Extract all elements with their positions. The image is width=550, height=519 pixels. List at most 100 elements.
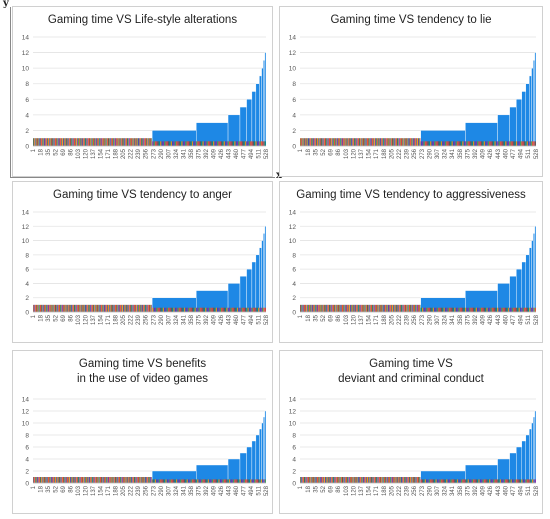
x-tick-label: 358: [458, 485, 464, 496]
x-tick-label: 120: [351, 148, 357, 159]
bar: [529, 141, 531, 146]
bar: [170, 479, 173, 483]
x-tick-label: 154: [367, 314, 373, 325]
chart-title-line: Gaming time VS tendency to lie: [330, 14, 492, 26]
bar: [505, 307, 507, 312]
bar: [217, 141, 219, 146]
bar-group: [531, 240, 534, 313]
bar: [533, 307, 535, 312]
bar: [450, 307, 452, 312]
x-tick-label: 528: [264, 148, 270, 159]
bar: [475, 307, 477, 312]
x-tick-label: 188: [382, 485, 388, 496]
bar: [177, 479, 179, 483]
x-tick-label: 392: [473, 485, 479, 496]
bar: [181, 307, 183, 312]
bar: [191, 141, 194, 146]
x-tick-label: 120: [351, 485, 357, 496]
bar: [214, 307, 216, 312]
bar: [191, 479, 194, 483]
x-tick-label: 324: [174, 314, 180, 325]
bar: [499, 141, 502, 146]
bar: [199, 141, 202, 146]
bar: [487, 307, 490, 312]
bar-group: [529, 247, 532, 313]
x-tick-label: 120: [84, 148, 90, 159]
bar: [431, 307, 433, 312]
bar: [423, 307, 425, 312]
bar: [436, 141, 439, 146]
x-tick-label: 18: [306, 148, 312, 155]
bar: [521, 141, 523, 146]
bar: [424, 141, 427, 146]
bar: [420, 141, 423, 146]
bar: [210, 479, 212, 483]
bar: [526, 307, 528, 312]
bar: [205, 307, 207, 312]
bar: [497, 141, 499, 146]
bar: [223, 479, 225, 483]
bar: [259, 479, 261, 483]
bar-group: [239, 452, 247, 484]
x-tick-label: 239: [405, 314, 411, 325]
bar: [161, 479, 163, 483]
bar: [507, 479, 510, 483]
bar: [531, 141, 534, 146]
bar: [220, 479, 223, 483]
bar: [502, 307, 504, 312]
bar-group: [261, 240, 264, 313]
bar: [207, 479, 210, 483]
bar: [194, 479, 196, 483]
bar: [486, 479, 488, 483]
x-tick-label: 511: [256, 148, 262, 158]
bar: [460, 307, 463, 312]
bar: [247, 479, 249, 483]
bar: [506, 479, 508, 483]
x-tick-label: 392: [204, 485, 210, 496]
bar: [503, 479, 506, 483]
bar-group: [509, 276, 517, 313]
bar: [460, 479, 463, 483]
bar: [248, 141, 251, 146]
bar: [218, 479, 220, 483]
bar: [498, 141, 500, 146]
bar-group: [525, 83, 530, 147]
bar: [232, 307, 235, 312]
x-tick-label: 341: [181, 485, 187, 496]
x-tick-label: 222: [129, 485, 135, 496]
x-tick-label: 188: [114, 314, 120, 325]
x-tick-label: 52: [321, 314, 327, 321]
bar: [460, 141, 463, 146]
bar: [451, 479, 453, 483]
x-tick-label: 256: [412, 485, 418, 496]
bar: [177, 141, 179, 146]
x-tick-label: 443: [496, 314, 502, 325]
x-tick-label: 426: [219, 485, 225, 496]
y-tick-label: 2: [292, 128, 296, 135]
bar: [228, 479, 231, 483]
bar: [511, 307, 514, 312]
chart-svg: 0 2 4 6 8 10 12 14 1 18 35 52 69 86 103 120 137 154 171 188…: [22, 35, 270, 160]
x-tick-label: 511: [526, 148, 532, 158]
x-tick-label: 137: [91, 485, 97, 496]
x-tick-label: 18: [306, 314, 312, 321]
bar: [215, 141, 218, 146]
bar: [451, 141, 453, 146]
x-tick-label: 222: [397, 314, 403, 325]
bar: [526, 141, 528, 146]
bar: [207, 307, 210, 312]
bar: [174, 141, 176, 146]
bar: [183, 479, 186, 483]
bar: [497, 307, 499, 312]
x-tick-label: 375: [465, 148, 471, 159]
bar-group: [516, 99, 522, 147]
bar: [156, 141, 158, 146]
x-tick-label: 409: [211, 314, 217, 325]
bar: [264, 307, 266, 312]
x-tick-label: 103: [344, 148, 350, 159]
x-tick-label: 171: [106, 314, 112, 325]
x-tick-label: 375: [465, 485, 471, 496]
bar-group: [251, 440, 257, 484]
x-tick-label: 358: [458, 314, 464, 325]
x-tick-label: 358: [189, 148, 195, 159]
